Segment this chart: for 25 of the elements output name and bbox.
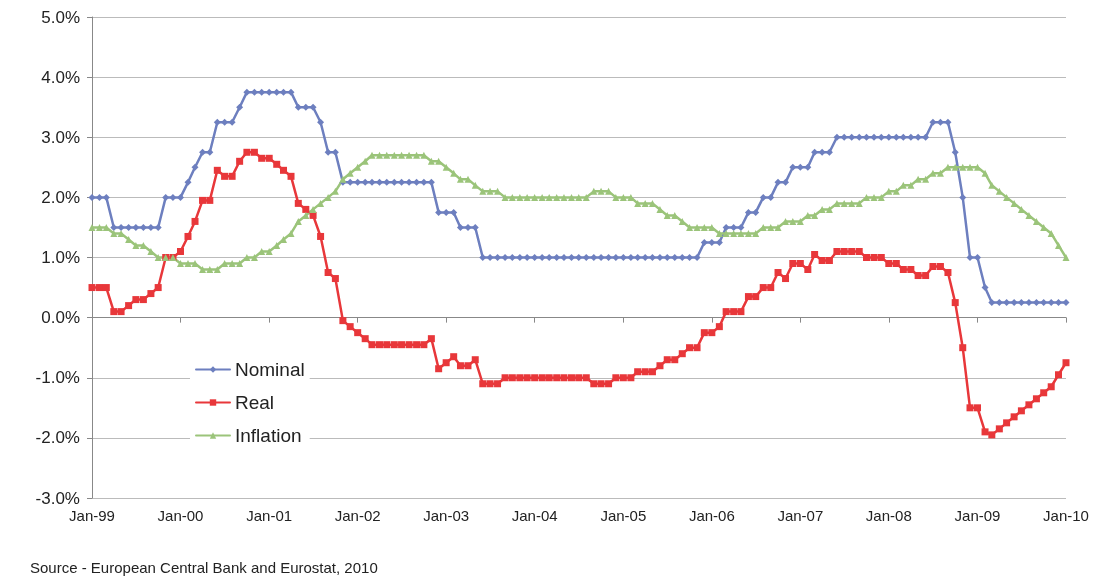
legend-label: Real [235, 392, 275, 413]
x-tick-label: Jan-04 [511, 507, 558, 524]
y-tick-label: -2.0% [35, 428, 80, 448]
y-tick-label: 0.0% [41, 308, 80, 328]
source-note: Source - European Central Bank and Eurostat, 2010 [30, 559, 378, 576]
y-tick-label: 2.0% [41, 187, 80, 207]
x-tick-label: Jan-09 [954, 507, 1001, 524]
x-tick-label: Jan-99 [69, 507, 115, 524]
legend-label: Nominal [235, 359, 305, 380]
x-tick-label: Jan-00 [157, 507, 204, 524]
x-tick-label: Jan-02 [334, 507, 381, 524]
y-tick-label: 3.0% [41, 127, 80, 147]
y-tick-label: -1.0% [35, 368, 80, 388]
x-tick-label: Jan-10 [1043, 507, 1089, 524]
x-tick-label: Jan-08 [865, 507, 912, 524]
x-tick-label: Jan-05 [600, 507, 647, 524]
x-tick-label: Jan-03 [423, 507, 470, 524]
y-tick-label: 1.0% [41, 248, 80, 267]
y-tick-label: 4.0% [41, 67, 80, 87]
legend-label: Inflation [235, 425, 302, 446]
x-tick-label: Jan-07 [777, 507, 824, 524]
x-tick-label: Jan-01 [246, 507, 293, 524]
x-tick-label: Jan-06 [688, 507, 735, 524]
y-tick-label: -3.0% [35, 488, 80, 508]
y-tick-label: 5.0% [41, 7, 80, 27]
